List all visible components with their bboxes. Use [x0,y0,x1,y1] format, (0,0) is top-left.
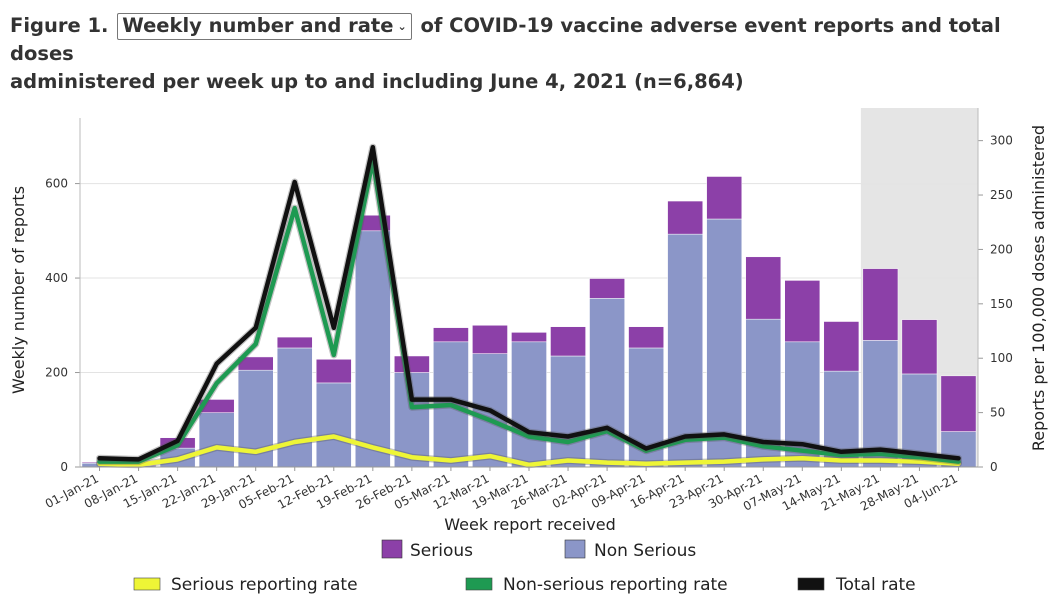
y2-tick-label: 50 [990,406,1005,420]
figure-title: Figure 1. Weekly number and rate ⌄ of COV… [10,12,1050,96]
legend-swatch-non-serious [564,539,586,559]
line-total-rate [97,144,961,462]
y2-tick-label: 100 [990,351,1013,365]
line-serious-reporting-rate [97,434,961,468]
bar-serious [472,325,508,354]
chevron-down-icon: ⌄ [397,19,407,33]
x-axis-title: Week report received [444,515,616,534]
legend-swatch-serious [381,539,403,559]
legend-item-non-serious[interactable]: Non Serious [564,539,696,561]
rate-lines [96,143,962,469]
legend-item-serious[interactable]: Serious [381,539,473,561]
bar-serious [745,256,782,320]
figure-label: Figure 1. [10,14,109,37]
legend-swatch-non-serious-rate [465,577,493,591]
legend: Serious Non Serious Serious reporting ra… [133,539,916,595]
bar-serious [589,278,625,299]
bar-non-serious [276,347,313,468]
bar-serious [706,176,743,220]
bar-serious [198,399,235,413]
legend-label-non-serious-rate: Non-serious reporting rate [503,575,728,595]
bars [81,176,977,468]
y2-tick-label: 200 [990,242,1013,256]
bar-serious [433,327,469,343]
y2-tick-label: 300 [990,134,1013,148]
bar-non-serious [862,340,899,468]
bar-serious [901,319,938,375]
y-axis-title: Weekly number of reports [9,186,28,394]
y2-tick-label: 150 [990,297,1013,311]
metric-dropdown[interactable]: Weekly number and rate ⌄ [117,13,412,40]
legend-swatch-serious-rate [133,577,161,591]
bar-non-serious [706,218,743,468]
bar-serious [940,375,977,432]
bar-serious [862,268,899,341]
bar-serious [823,321,860,372]
title-text-line1: of COVID-19 vaccine adverse event report… [10,14,1001,65]
y2-tick-label: 250 [990,188,1013,202]
bar-serious [511,332,547,343]
bar-non-serious [589,298,625,468]
bar-serious [276,336,313,349]
legend-label-non-serious: Non Serious [594,541,696,561]
y-tick-label: 0 [60,460,68,474]
bar-non-serious [511,341,547,468]
title-text-line2: administered per week up to and includin… [10,70,744,93]
bar-serious [784,280,821,343]
bar-non-serious [667,233,703,468]
legend-label-serious-rate: Serious reporting rate [171,575,358,595]
legend-label-total-rate: Total rate [835,575,916,595]
bar-serious [315,359,352,384]
bar-non-serious [355,230,391,468]
y2-tick-label: 0 [990,460,998,474]
line-non-serious-reporting-rate [97,157,961,464]
bar-non-serious [315,382,352,468]
bar-serious [550,326,586,357]
legend-swatch-total-rate [797,577,825,591]
legend-item-non-serious-rate[interactable]: Non-serious reporting rate [465,575,728,595]
y-tick-label: 200 [45,366,68,380]
y-tick-label: 600 [45,177,68,191]
bar-non-serious [550,355,586,468]
legend-item-serious-rate[interactable]: Serious reporting rate [133,575,358,595]
bar-non-serious [198,412,235,468]
metric-dropdown-value: Weekly number and rate [122,14,394,37]
y2-axis-title: Reports per 100,000 doses administered [1029,125,1048,451]
legend-label-serious: Serious [410,541,473,561]
bar-serious [394,355,430,373]
bar-serious [628,326,664,349]
legend-item-total-rate[interactable]: Total rate [797,575,916,595]
y-tick-label: 400 [45,271,68,285]
bar-serious [667,200,703,235]
